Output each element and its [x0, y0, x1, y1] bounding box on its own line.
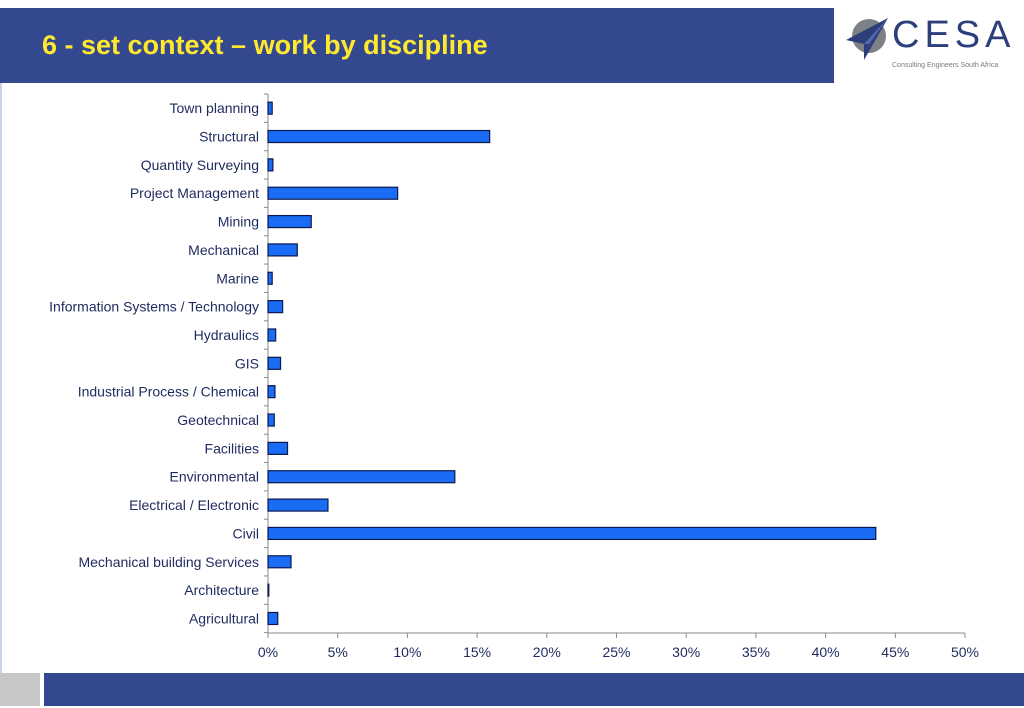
x-tick-label: 0% — [258, 644, 278, 660]
bar — [267, 413, 275, 427]
bar — [267, 385, 276, 399]
category-label: Information Systems / Technology — [49, 299, 259, 315]
category-label: Structural — [199, 129, 259, 145]
category-label: Electrical / Electronic — [129, 497, 259, 513]
category-label: Mining — [218, 214, 259, 230]
bar — [267, 611, 279, 626]
x-tick-labels: 0% 5% 10% 15% 20% 25% 30% 35% 40% 45% 50% — [258, 644, 979, 660]
x-tick-label: 20% — [533, 644, 561, 660]
discipline-bar-chart: Town planning Structural Quantity Surveyin… — [49, 93, 979, 660]
bar — [267, 356, 282, 370]
bar — [267, 214, 312, 229]
x-tick-label: 50% — [951, 644, 979, 660]
cesa-logo: CESA Consulting Engineers South Africa — [842, 12, 1014, 76]
bar — [267, 129, 491, 144]
logo-wordmark: CESA — [892, 14, 1016, 56]
x-tick-label: 25% — [602, 644, 630, 660]
category-label: Mechanical — [188, 242, 259, 258]
bar — [267, 158, 274, 172]
category-label: Environmental — [170, 469, 260, 485]
category-labels: Town planning Structural Quantity Surveyin… — [49, 100, 259, 626]
left-border — [0, 83, 2, 675]
category-label: Facilities — [205, 440, 259, 456]
category-label: Geotechnical — [177, 412, 259, 428]
bar — [267, 470, 456, 484]
bar — [267, 186, 399, 200]
bar — [267, 328, 277, 342]
category-label: Civil — [233, 525, 259, 541]
x-tick-label: 45% — [881, 644, 909, 660]
category-label: GIS — [235, 355, 259, 371]
category-label: Quantity Surveying — [141, 157, 259, 173]
chart-bars — [267, 101, 877, 626]
footer-gray-block — [0, 673, 40, 706]
category-label: Town planning — [169, 100, 259, 116]
category-label: Marine — [216, 270, 259, 286]
category-label: Project Management — [130, 185, 259, 201]
category-label: Mechanical building Services — [78, 554, 259, 570]
chart-axes — [264, 93, 966, 638]
logo-emblem-icon — [846, 18, 888, 60]
bar — [267, 555, 292, 569]
logo-tagline: Consulting Engineers South Africa — [892, 62, 999, 69]
x-tick-label: 15% — [463, 644, 491, 660]
slide-title: 6 - set context – work by discipline — [42, 30, 488, 60]
bar — [267, 243, 298, 257]
bar — [267, 498, 329, 512]
category-label: Agricultural — [189, 610, 259, 626]
header-bar — [0, 8, 834, 83]
x-tick-label: 40% — [812, 644, 840, 660]
bar — [267, 101, 273, 115]
bar — [267, 441, 289, 455]
bar — [267, 271, 273, 285]
bar — [267, 583, 270, 597]
x-tick-label: 10% — [393, 644, 421, 660]
x-tick-label: 35% — [742, 644, 770, 660]
footer-blue-bar — [44, 673, 1024, 706]
bar — [267, 526, 877, 541]
bar — [267, 300, 284, 314]
x-tick-label: 30% — [672, 644, 700, 660]
x-tick-label: 5% — [328, 644, 348, 660]
category-label: Hydraulics — [194, 327, 259, 343]
category-label: Architecture — [184, 582, 259, 598]
category-label: Industrial Process / Chemical — [78, 384, 259, 400]
